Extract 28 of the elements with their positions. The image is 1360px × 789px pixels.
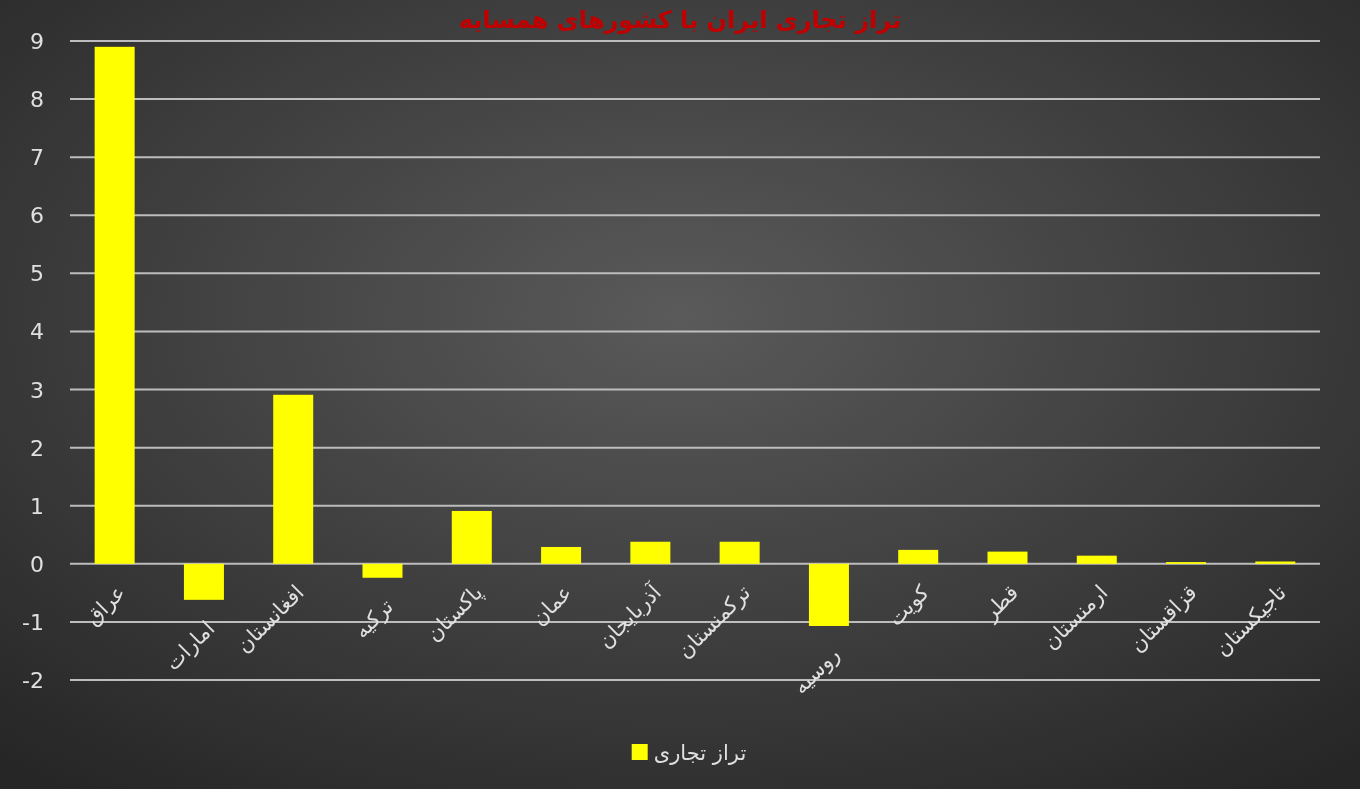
x-tick-label: افغانستان [231,580,309,658]
chart-title: تراز تجاری ایران با کشورهای همسایه [458,6,902,34]
y-tick-label: 5 [30,261,44,287]
x-tick-label: امارات [160,616,220,676]
x-tick-label: قزاقستان [1124,580,1202,658]
y-tick-label: 3 [30,377,44,403]
y-tick-label: -1 [22,609,44,635]
y-tick-label: 8 [30,87,44,113]
x-tick-label: ارمنستان [1038,580,1113,655]
x-tick-label: تاجیکستان [1210,580,1291,662]
x-tick-label: قطر [977,580,1024,626]
y-tick-label: 6 [30,203,44,229]
x-tick-label: روسیه [788,642,845,699]
y-tick-label: 0 [30,551,44,577]
y-tick-label: 7 [30,145,44,171]
x-tick-label: ترکیه [349,594,399,644]
x-tick-label: آذربایجان [592,578,667,654]
y-tick-label: 2 [30,435,44,461]
x-tick-label: پاکستان [421,580,488,647]
y-tick-label: 1 [30,493,44,519]
x-tick-label: کویت [883,580,934,631]
x-tick-label: عمان [526,580,577,631]
legend-label: تراز تجاری [653,741,747,765]
x-tick-label: عراق [80,580,131,631]
y-tick-label: 4 [30,319,44,345]
x-tick-label: ترکمنستان [672,580,756,663]
y-tick-label: 9 [30,29,44,54]
y-tick-label: -2 [22,668,44,693]
